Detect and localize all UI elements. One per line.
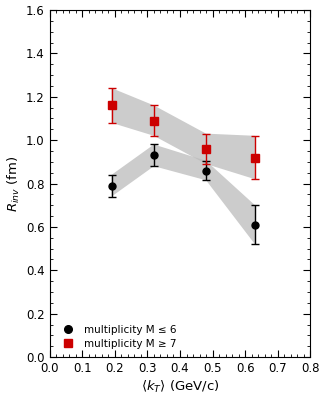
X-axis label: $\langle k_T \rangle$ (GeV/c): $\langle k_T \rangle$ (GeV/c)	[141, 379, 219, 395]
Polygon shape	[112, 88, 255, 179]
Legend: multiplicity M ≤ 6, multiplicity M ≥ 7: multiplicity M ≤ 6, multiplicity M ≥ 7	[55, 322, 180, 352]
Polygon shape	[112, 144, 255, 244]
Y-axis label: $R_{inv}$ (fm): $R_{inv}$ (fm)	[6, 155, 22, 212]
